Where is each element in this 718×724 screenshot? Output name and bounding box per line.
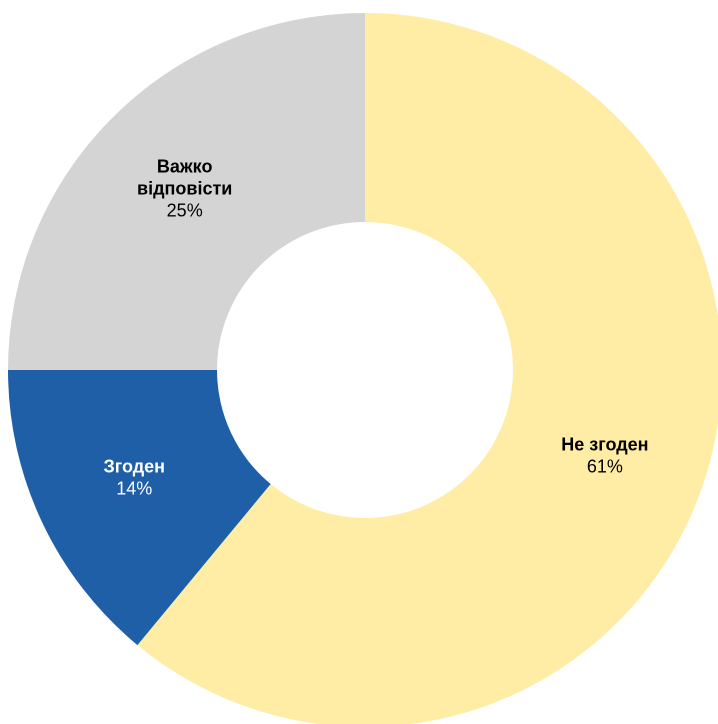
slice-3 (8, 13, 365, 370)
slice-1 (137, 13, 718, 724)
slice-name-1-line-1: Не згоден (561, 434, 648, 454)
slice-name-3-line-2: відповісти (137, 178, 232, 198)
slice-label-1: Не згоден 61% (561, 434, 648, 476)
slice-value-2: 14% (116, 478, 152, 498)
slice-name-3-line-1: Важко (157, 156, 213, 176)
slice-2 (8, 370, 271, 646)
slice-label-2: Згоден 14% (103, 456, 165, 498)
slices-layer (8, 13, 718, 724)
slice-value-3: 25% (167, 200, 203, 220)
slice-value-1: 61% (587, 456, 623, 476)
slice-name-2-line-1: Згоден (103, 456, 165, 476)
slice-label-3: Важко відповісти 25% (137, 156, 232, 220)
labels-layer: Не згоден 61% Згоден 14% Важко відповісти 25% (103, 156, 648, 498)
